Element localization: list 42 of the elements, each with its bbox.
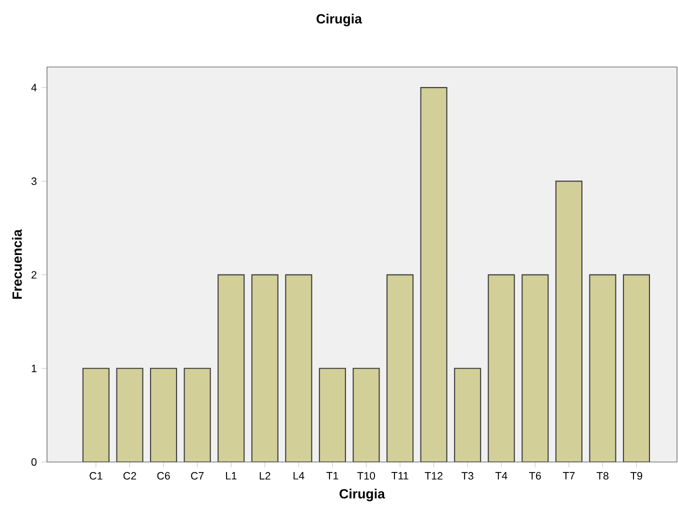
bar [420, 88, 447, 462]
x-tick-label: L2 [260, 472, 270, 480]
x-tick-label: T7 [562, 472, 575, 480]
x-tick-label: C2 [123, 472, 136, 480]
x-tick-label: T3 [462, 472, 474, 480]
y-tick-label: 3 [31, 177, 36, 185]
y-tick-label: 1 [32, 364, 36, 372]
x-tick-label: T12 [424, 472, 442, 480]
x-tick-label: T4 [495, 472, 508, 480]
bar [622, 274, 650, 462]
bar [353, 368, 380, 462]
bar [319, 368, 346, 462]
bar [150, 368, 177, 462]
x-tick-label: L1 [226, 472, 237, 480]
x-tick-label: C7 [191, 472, 204, 480]
x-tick-label: T1 [326, 472, 338, 480]
x-tick-label: C6 [157, 472, 170, 480]
bar [454, 368, 481, 462]
bar [286, 274, 312, 462]
x-tick-label: T6 [529, 472, 541, 480]
bar [82, 368, 109, 462]
chart-title: Cirugia [316, 14, 362, 26]
bar [522, 274, 548, 462]
x-tick-label: C1 [90, 472, 102, 480]
bar [387, 274, 414, 462]
bar [116, 368, 143, 462]
bar [184, 368, 210, 462]
x-axis-title: Cirugia [340, 488, 386, 502]
x-tick-label: L4 [294, 472, 304, 480]
bar [488, 274, 514, 462]
bar [590, 274, 616, 462]
bar [556, 181, 582, 462]
x-tick-label: T11 [391, 472, 408, 480]
bar [218, 274, 244, 462]
y-tick-label: 0 [31, 458, 37, 466]
x-tick-label: T8 [596, 472, 608, 480]
x-tick-label: T10 [357, 472, 376, 480]
x-tick-label: T9 [630, 472, 642, 480]
y-tick-label: 2 [32, 271, 36, 279]
bar [252, 274, 278, 462]
y-axis-title: Frecuencia [12, 229, 22, 299]
y-tick-label: 4 [31, 84, 37, 92]
